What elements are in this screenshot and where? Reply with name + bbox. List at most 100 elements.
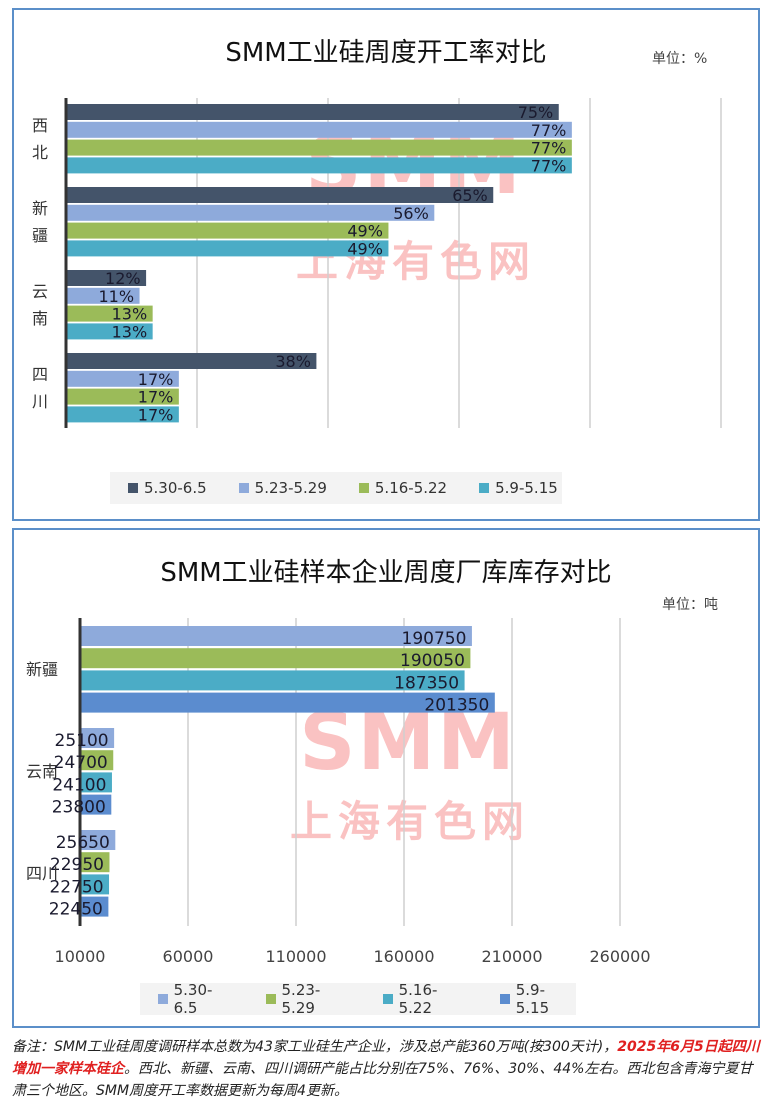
data-label: 187350 bbox=[394, 673, 459, 693]
bar bbox=[81, 794, 112, 815]
bar bbox=[67, 270, 147, 286]
x-tick-label: 260000 bbox=[589, 947, 650, 966]
legend2-label-series-2: 5.23-5.29 bbox=[281, 981, 321, 1017]
bar bbox=[67, 187, 494, 203]
data-label: 13% bbox=[112, 305, 148, 324]
legend2-label-series-1: 5.30-6.5 bbox=[173, 981, 213, 1017]
bar bbox=[67, 353, 317, 369]
chart2-title: SMM工业硅样本企业周度厂库库存对比 bbox=[160, 558, 612, 588]
footnote-highlight: 2025年6月5日起四川增加一家样本硅企 bbox=[12, 1039, 760, 1077]
legend2-item-series-4: 5.9-5.15 bbox=[500, 981, 576, 1017]
footnote: 备注：SMM工业硅周度调研样本总数为43家工业硅生产企业，涉及总产能360万吨(… bbox=[12, 1036, 764, 1102]
bar bbox=[67, 240, 389, 257]
operating-rate-bar-chart: 0%20%40%60%80%100%75%77%77%77%65%56%49%4… bbox=[53, 98, 744, 450]
chart1-legend: 5.30-6.5 5.23-5.29 5.16-5.22 5.9-5.15 bbox=[110, 472, 562, 504]
x-tick-label: 110000 bbox=[265, 947, 326, 966]
chart1-title: SMM工业硅周度开工率对比 bbox=[225, 38, 547, 68]
legend-label-series-3: 5.16-5.22 bbox=[374, 479, 448, 497]
x-tick-label: 100% bbox=[698, 447, 744, 450]
legend2-swatch-series-3 bbox=[383, 994, 393, 1004]
legend-item-series-2: 5.23-5.29 bbox=[238, 479, 327, 497]
legend2-label-series-3: 5.16-5.22 bbox=[398, 981, 438, 1017]
data-label: 25650 bbox=[56, 833, 110, 853]
footnote-part-1: 备注：SMM工业硅周度调研样本总数为43家工业硅生产企业，涉及总产能360万吨(… bbox=[12, 1039, 618, 1055]
data-label: 56% bbox=[393, 204, 429, 223]
bar bbox=[67, 104, 559, 120]
data-label: 24100 bbox=[52, 775, 106, 795]
bar bbox=[67, 139, 572, 156]
legend-swatch-series-3 bbox=[358, 483, 369, 493]
bar bbox=[67, 406, 179, 423]
legend-label-series-1: 5.30-6.5 bbox=[144, 479, 207, 497]
data-label: 190050 bbox=[400, 651, 465, 671]
legend-swatch-series-2 bbox=[238, 483, 249, 493]
footnote-part-2: 。西北、新疆、云南、四川调研产能占比分别在75%、76%、30%、44%左右。西… bbox=[12, 1061, 753, 1099]
data-label: 49% bbox=[347, 222, 383, 241]
legend2-item-series-1: 5.30-6.5 bbox=[158, 981, 234, 1017]
data-label: 22450 bbox=[49, 900, 103, 920]
bar bbox=[81, 648, 471, 669]
bar bbox=[81, 896, 109, 917]
chart2-legend: 5.30-6.5 5.23-5.29 5.16-5.22 5.9-5.15 bbox=[140, 981, 576, 1017]
data-label: 201350 bbox=[424, 696, 489, 716]
data-label: 13% bbox=[112, 322, 148, 341]
x-tick-label: 60% bbox=[441, 447, 477, 450]
legend-swatch-series-1 bbox=[128, 483, 138, 493]
bar bbox=[67, 157, 572, 174]
data-label: 77% bbox=[531, 139, 567, 158]
x-tick-label: 60000 bbox=[163, 947, 214, 966]
category-label: 云南 bbox=[26, 762, 59, 782]
category-label: 新疆 bbox=[32, 198, 49, 245]
legend-label-series-2: 5.23-5.29 bbox=[254, 479, 327, 497]
legend2-swatch-series-2 bbox=[265, 994, 276, 1004]
data-label: 190750 bbox=[402, 629, 467, 649]
bar bbox=[81, 626, 472, 646]
bar bbox=[67, 323, 153, 340]
category-label: 四川 bbox=[26, 864, 59, 884]
bar bbox=[81, 692, 495, 713]
chart1-unit-label: 单位：% bbox=[652, 51, 708, 67]
legend2-label-series-4: 5.9-5.15 bbox=[515, 981, 550, 1017]
data-label: 17% bbox=[138, 370, 174, 389]
operating-rate-chart-panel: SMM工业硅周度开工率对比 单位：% SMM 上海有色网 0%20%40%60%… bbox=[12, 8, 760, 521]
inventory-chart-panel: SMM工业硅样本企业周度厂库库存对比 单位：吨 SMM 上海有色网 10000 6… bbox=[12, 528, 760, 1028]
category-label: 四川 bbox=[32, 364, 49, 411]
data-label: 75% bbox=[518, 103, 554, 122]
bar bbox=[67, 388, 179, 405]
bar bbox=[67, 222, 389, 239]
bar bbox=[81, 670, 465, 691]
data-label: 77% bbox=[531, 156, 567, 175]
x-tick-label: 40% bbox=[310, 447, 346, 450]
x-tick-label: 0% bbox=[53, 447, 78, 450]
x-tick-label: 20% bbox=[179, 447, 215, 450]
legend-item-series-4: 5.9-5.15 bbox=[479, 479, 558, 497]
bar bbox=[67, 287, 140, 304]
data-label: 22750 bbox=[49, 877, 103, 897]
legend2-item-series-3: 5.16-5.22 bbox=[383, 981, 468, 1017]
category-label: 新疆 bbox=[26, 660, 59, 680]
bar bbox=[81, 728, 115, 748]
bar bbox=[81, 874, 110, 895]
chart2-unit-label: 单位：吨 bbox=[662, 597, 718, 613]
bar bbox=[81, 852, 110, 873]
bar bbox=[81, 830, 116, 850]
x-tick-label: 210000 bbox=[481, 947, 542, 966]
data-label: 11% bbox=[98, 287, 134, 306]
legend2-swatch-series-1 bbox=[158, 994, 168, 1004]
data-label: 24700 bbox=[54, 753, 108, 773]
legend-item-series-3: 5.16-5.22 bbox=[358, 479, 448, 497]
data-label: 17% bbox=[138, 405, 174, 424]
category-label: 西北 bbox=[32, 115, 49, 162]
legend2-item-series-2: 5.23-5.29 bbox=[265, 981, 351, 1017]
bar bbox=[81, 750, 114, 771]
legend2-swatch-series-4 bbox=[500, 994, 510, 1004]
bar bbox=[81, 772, 112, 793]
data-label: 77% bbox=[531, 121, 567, 140]
data-label: 25100 bbox=[55, 731, 109, 751]
data-label: 22950 bbox=[50, 855, 104, 875]
legend-swatch-series-4 bbox=[479, 483, 490, 493]
x-tick-label: 160000 bbox=[373, 947, 434, 966]
bar bbox=[67, 204, 435, 221]
data-label: 17% bbox=[138, 388, 174, 407]
data-label: 12% bbox=[105, 269, 141, 288]
